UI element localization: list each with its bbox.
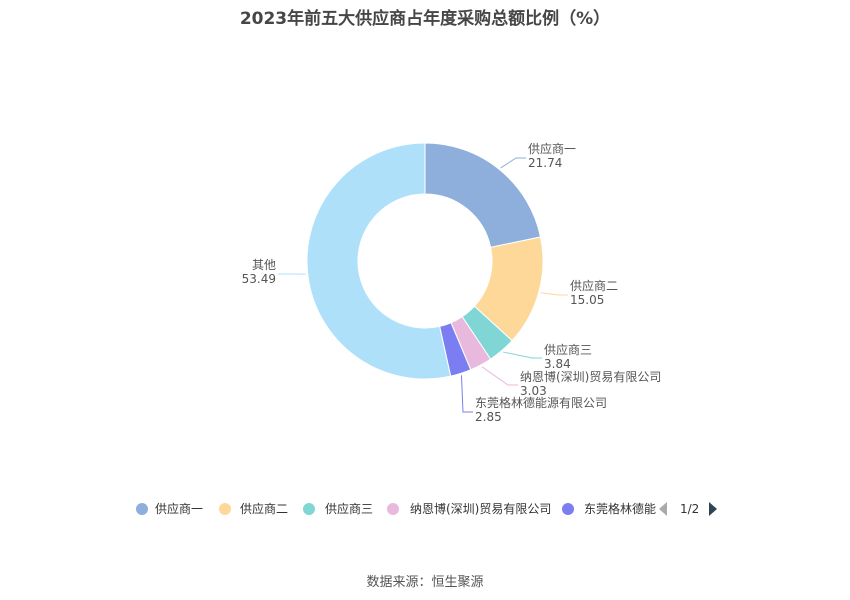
legend-item-2[interactable]: 供应商二 (219, 501, 288, 516)
legend-page-indicator: 1/2 (680, 502, 699, 516)
legend: 供应商一 供应商二 供应商三 纳恩博(深圳)贸易有限公司 东莞格林德能 1/2 (136, 501, 717, 516)
leader-line-2 (540, 292, 568, 296)
slice-value-label: 21.74 (528, 156, 562, 170)
legend-marker (387, 503, 399, 515)
leader-line-3 (503, 351, 542, 359)
legend-item-4[interactable]: 纳恩博(深圳)贸易有限公司 (387, 501, 551, 516)
legend-marker (219, 503, 231, 515)
slice-name-label: 供应商二 (570, 278, 618, 293)
chart-title: 2023年前五大供应商占年度采购总额比例（%） (239, 9, 611, 29)
slice-value-label: 2.85 (475, 410, 502, 424)
pie-slices (306, 142, 544, 380)
legend-prev-arrow-icon[interactable] (659, 502, 667, 516)
legend-item-3[interactable]: 供应商三 (303, 501, 373, 516)
leader-line-4 (481, 366, 518, 386)
legend-label: 供应商二 (240, 501, 288, 516)
legend-label: 供应商三 (325, 501, 373, 516)
slice-value-label: 53.49 (242, 272, 276, 286)
legend-next-arrow-icon[interactable] (709, 502, 717, 516)
slice-value-label: 3.84 (544, 357, 571, 371)
pie-slice-1[interactable] (424, 142, 542, 248)
leader-line-5 (460, 375, 473, 413)
legend-item-5[interactable]: 东莞格林德能 (562, 501, 656, 516)
slice-name-label: 其他 (252, 258, 276, 272)
slice-name-label: 东莞格林德能源有限公司 (475, 395, 607, 410)
slice-name-label: 纳恩博(深圳)贸易有限公司 (520, 369, 661, 384)
legend-label: 东莞格林德能 (584, 501, 656, 516)
data-source: 数据来源：恒生聚源 (366, 575, 484, 590)
slice-value-label: 15.05 (570, 293, 604, 307)
slice-name-label: 供应商三 (544, 342, 592, 357)
slice-name-label: 供应商一 (528, 141, 576, 156)
leader-line-1 (500, 157, 526, 169)
pie-slice-6[interactable] (306, 142, 452, 380)
legend-marker (136, 503, 148, 515)
legend-label: 纳恩博(深圳)贸易有限公司 (410, 501, 551, 516)
legend-marker (303, 503, 315, 515)
legend-label: 供应商一 (155, 501, 203, 516)
legend-item-1[interactable]: 供应商一 (136, 501, 203, 516)
slice-value-label: 3.03 (520, 384, 547, 398)
legend-marker (562, 503, 574, 515)
